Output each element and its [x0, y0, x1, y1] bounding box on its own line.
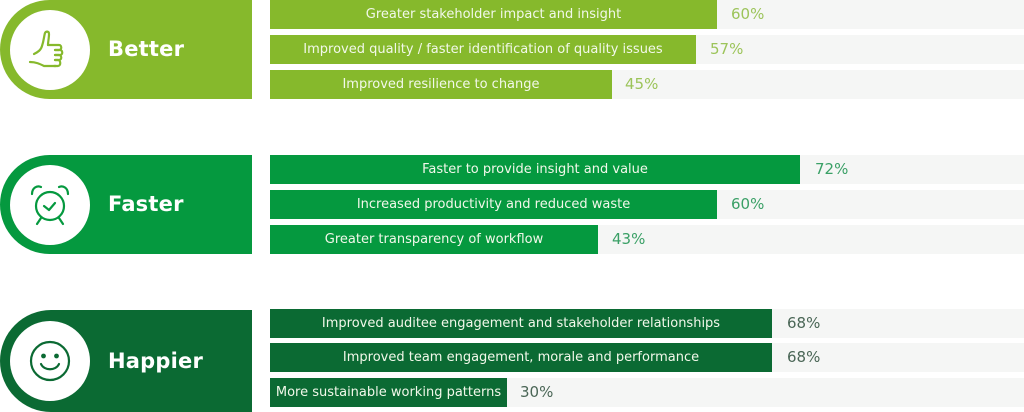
alarm-clock-icon	[30, 184, 70, 225]
bar: Increased productivity and reduced waste	[270, 190, 717, 219]
bar-value: 45%	[625, 75, 659, 93]
bar-row: Greater transparency of workflow 43%	[270, 225, 1024, 254]
bar-label: Improved quality / faster identification…	[303, 42, 663, 57]
bar-row: Improved auditee engagement and stakehol…	[270, 309, 1024, 338]
bar: More sustainable working patterns	[270, 378, 507, 407]
bar-row: Greater stakeholder impact and insight 6…	[270, 0, 1024, 29]
bar-value: 60%	[731, 195, 765, 213]
icon-circle	[10, 9, 90, 90]
bar-row: Improved resilience to change 45%	[270, 70, 1024, 99]
category-panel-happier: Happier	[0, 310, 252, 412]
smiley-face-icon	[29, 340, 71, 382]
bar-row: Faster to provide insight and value 72%	[270, 155, 1024, 184]
category-title: Faster	[108, 192, 184, 216]
thumbs-up-icon	[28, 30, 64, 67]
bar-label: Greater stakeholder impact and insight	[365, 7, 622, 22]
group-better: Better Greater stakeholder impact and in…	[0, 0, 1024, 100]
bar: Improved resilience to change	[270, 70, 612, 99]
bar-value: 60%	[731, 5, 765, 23]
bar: Greater stakeholder impact and insight	[270, 0, 717, 29]
bar-row: Improved quality / faster identification…	[270, 35, 1024, 64]
bar-label: Faster to provide insight and value	[422, 162, 648, 177]
bar-row: More sustainable working patterns 30%	[270, 378, 1024, 407]
bar-label: Greater transparency of workflow	[324, 232, 544, 247]
group-faster: Faster Faster to provide insight and val…	[0, 155, 1024, 255]
bar-value: 72%	[815, 160, 849, 178]
bar-value: 43%	[612, 230, 646, 248]
bar-value: 57%	[710, 40, 744, 58]
group-happier: Happier Improved auditee engagement and …	[0, 309, 1024, 412]
bar-value: 68%	[787, 314, 821, 332]
category-title: Better	[108, 37, 185, 61]
bar-value: 30%	[520, 383, 554, 401]
bar: Improved team engagement, morale and per…	[270, 343, 772, 372]
category-panel-better: Better	[0, 0, 252, 99]
bar-label: Increased productivity and reduced waste	[356, 197, 631, 212]
category-panel-faster: Faster	[0, 155, 252, 254]
bar: Improved auditee engagement and stakehol…	[270, 309, 772, 338]
bar-value: 68%	[787, 348, 821, 366]
icon-circle	[10, 164, 90, 245]
bar-label: Improved team engagement, morale and per…	[342, 350, 700, 365]
category-title: Happier	[108, 349, 204, 373]
bar: Improved quality / faster identification…	[270, 35, 696, 64]
icon-circle	[10, 321, 90, 401]
bar: Faster to provide insight and value	[270, 155, 800, 184]
bar-label: More sustainable working patterns	[275, 385, 502, 400]
bar: Greater transparency of workflow	[270, 225, 598, 254]
bar-label: Improved resilience to change	[342, 77, 540, 92]
bar-label: Improved auditee engagement and stakehol…	[321, 316, 721, 331]
bar-row: Increased productivity and reduced waste…	[270, 190, 1024, 219]
bar-row: Improved team engagement, morale and per…	[270, 343, 1024, 372]
